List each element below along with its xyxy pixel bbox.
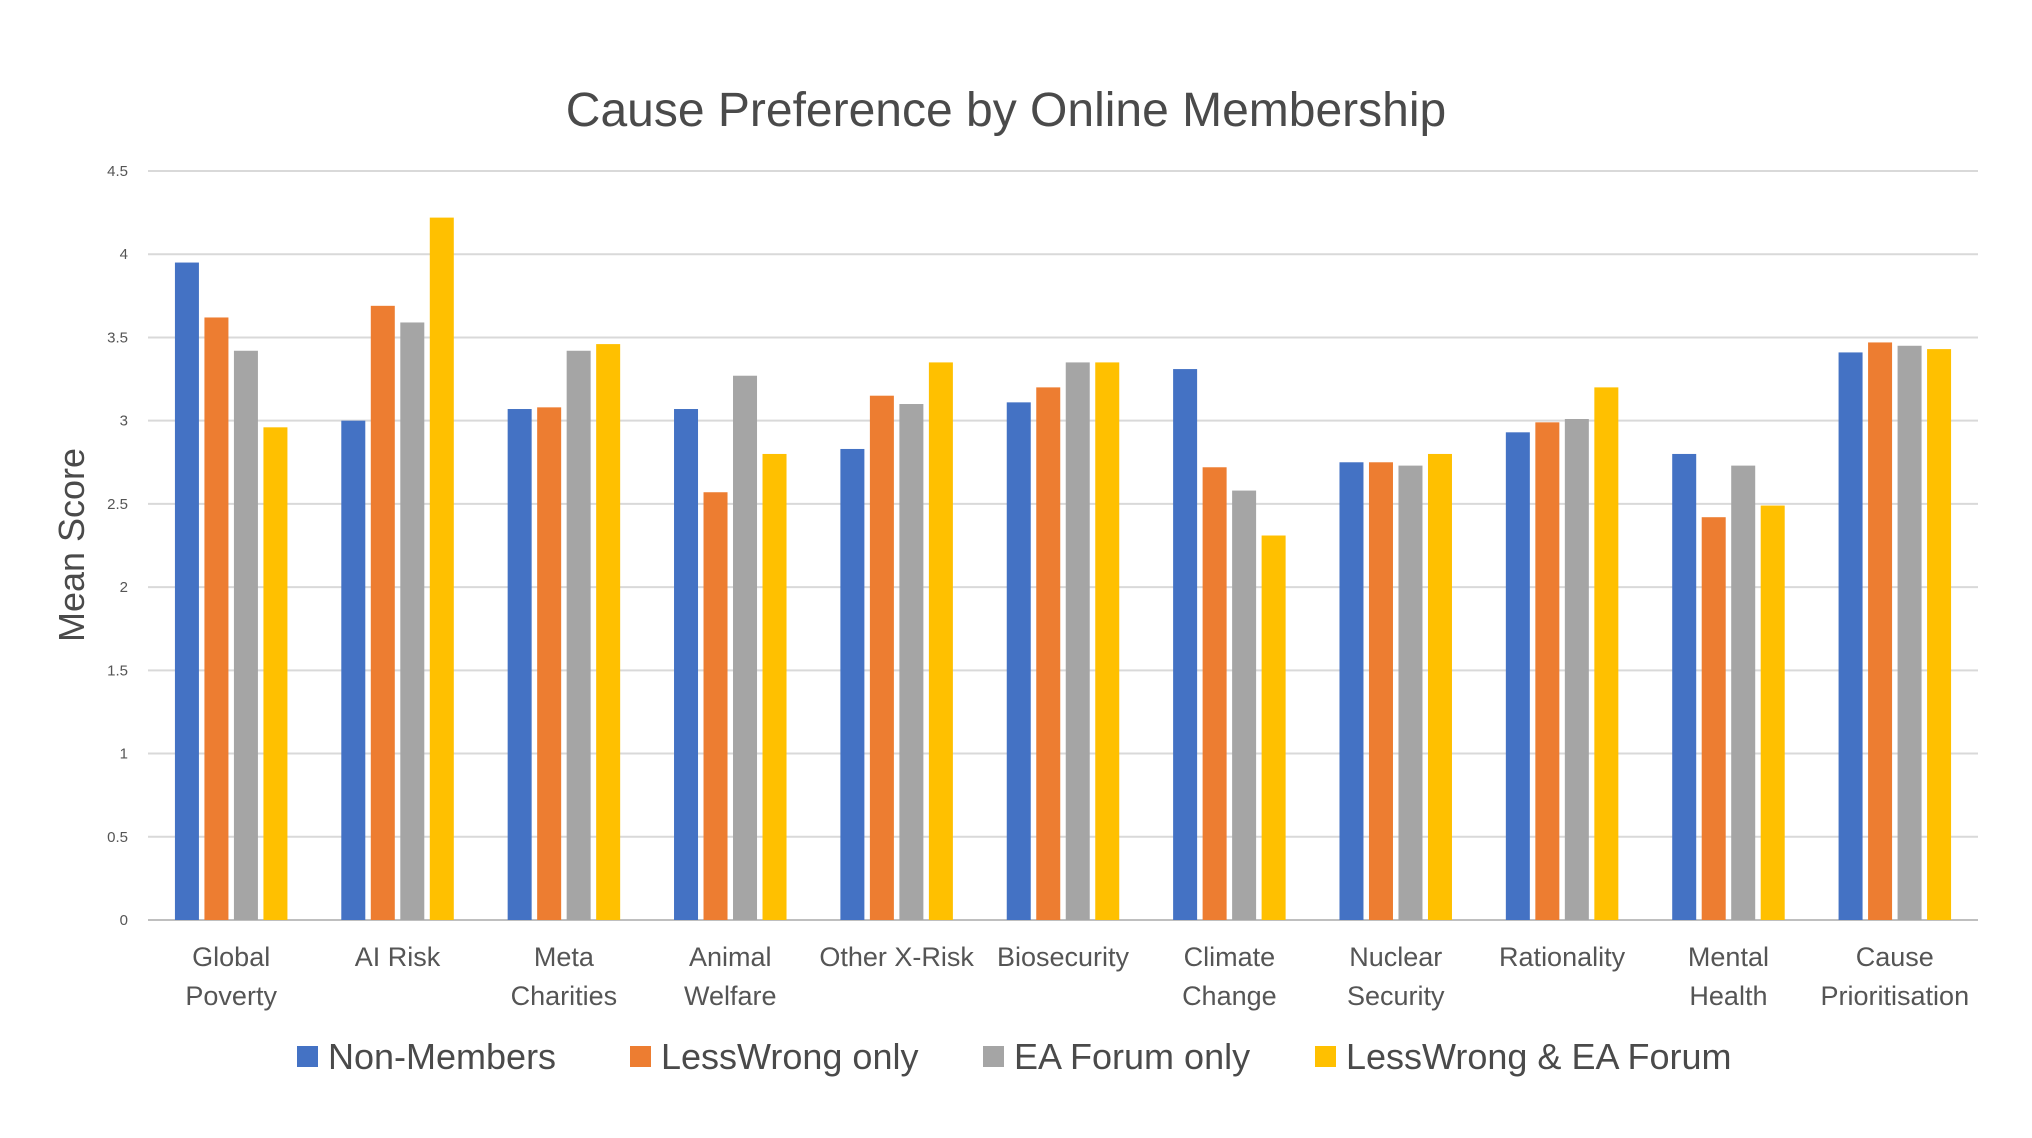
x-tick-label: Prioritisation (1821, 981, 1970, 1011)
bar (1701, 517, 1726, 920)
bar (1232, 490, 1257, 920)
legend-swatch (1315, 1046, 1336, 1067)
bars (174, 217, 1952, 921)
y-axis-ticks: 0 0.5 1 1.5 2 2.5 3 3.5 4 4.5 (107, 163, 128, 929)
x-tick-label: Meta (534, 942, 595, 972)
x-tick-label: Nuclear (1349, 942, 1442, 972)
bar (762, 453, 787, 920)
bar (566, 350, 591, 920)
legend-swatch (983, 1046, 1004, 1067)
bar (1535, 422, 1560, 920)
bar (1594, 387, 1619, 920)
x-tick-label: Other X-Risk (819, 942, 974, 972)
y-tick-label: 1.5 (107, 662, 128, 679)
y-tick-label: 3 (120, 413, 128, 430)
bar (674, 409, 699, 920)
bar (1505, 432, 1530, 920)
bar (204, 317, 229, 921)
bar (928, 362, 953, 920)
bar (1760, 505, 1785, 920)
bar (400, 322, 425, 920)
bar (370, 305, 395, 920)
bar (1838, 352, 1863, 920)
bar (1036, 387, 1061, 920)
legend-label: Non-Members (328, 1036, 556, 1077)
bar (1006, 402, 1031, 920)
bar (869, 395, 894, 920)
bar (840, 448, 865, 920)
y-tick-label: 4.5 (107, 163, 128, 180)
x-tick-label: Health (1689, 981, 1767, 1011)
x-tick-label: AI Risk (355, 942, 441, 972)
bar (429, 217, 454, 921)
x-tick-label: Rationality (1499, 942, 1626, 972)
x-tick-label: Cause (1856, 942, 1934, 972)
legend-label: EA Forum only (1014, 1036, 1250, 1077)
x-tick-label: Change (1182, 981, 1277, 1011)
bar (1731, 465, 1756, 920)
x-tick-label: Biosecurity (997, 942, 1130, 972)
legend: Non-Members LessWrong only EA Forum only Le… (297, 1036, 1732, 1077)
bar (1339, 462, 1364, 920)
y-axis-title: Mean Score (51, 448, 92, 642)
bar (596, 344, 621, 920)
bar (1261, 535, 1286, 920)
bar (1427, 453, 1452, 920)
chart-title: Cause Preference by Online Membership (566, 84, 1446, 137)
legend-label: LessWrong & EA Forum (1346, 1036, 1732, 1077)
bar (341, 420, 366, 920)
y-tick-label: 2.5 (107, 496, 128, 513)
bar (1927, 349, 1952, 920)
bar (703, 492, 728, 920)
bar (507, 409, 532, 920)
x-tick-label: Animal (689, 942, 772, 972)
legend-swatch (297, 1046, 318, 1067)
y-tick-label: 4 (120, 246, 128, 263)
bar (1095, 362, 1120, 920)
y-tick-label: 0.5 (107, 829, 128, 846)
x-tick-label: Security (1347, 981, 1445, 1011)
bar (537, 407, 562, 921)
bar (899, 404, 924, 920)
bar (1202, 467, 1227, 920)
legend-swatch (630, 1046, 651, 1067)
legend-label: LessWrong only (661, 1036, 918, 1077)
x-tick-label: Mental (1688, 942, 1769, 972)
y-tick-label: 0 (120, 912, 128, 929)
bar (1672, 453, 1697, 920)
bar (1398, 465, 1423, 920)
x-tick-label: Charities (511, 981, 618, 1011)
bar (263, 427, 288, 920)
bar (1173, 369, 1198, 921)
bar (733, 375, 758, 920)
x-tick-label: Welfare (684, 981, 777, 1011)
x-tick-label: Poverty (185, 981, 277, 1011)
bar (1868, 342, 1893, 921)
bar (1564, 419, 1589, 920)
y-tick-label: 2 (120, 579, 128, 596)
y-tick-label: 1 (120, 746, 128, 763)
y-tick-label: 3.5 (107, 329, 128, 346)
bar (233, 350, 258, 920)
bar (1897, 345, 1922, 920)
bar (1368, 462, 1393, 920)
x-tick-label: Climate (1184, 942, 1276, 972)
x-tick-label: Global (192, 942, 270, 972)
x-axis-ticks: Global Poverty AI Risk Meta Charities Animal W… (185, 942, 1969, 1011)
bar (174, 262, 199, 920)
bar (1065, 362, 1090, 920)
